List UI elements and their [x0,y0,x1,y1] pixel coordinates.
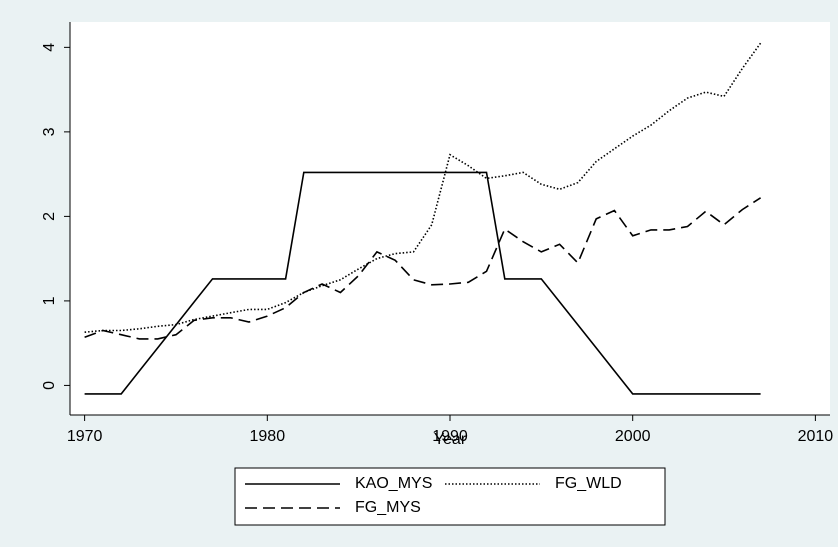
x-tick-label: 1990 [432,428,468,445]
legend-label: FG_WLD [555,475,622,492]
y-tick-label: 0 [41,381,58,390]
line-series [84,171,761,395]
x-tick-label: 1980 [250,428,286,445]
y-tick-label: 3 [41,127,58,136]
x-tick-label: 2000 [615,428,651,445]
line-series [84,42,762,333]
x-tick-label: 1970 [67,428,103,445]
legend [234,467,666,526]
y-tick-label: 2 [41,212,58,221]
plot-area [70,22,830,415]
y-tick-label: 1 [41,296,58,305]
x-tick-label: 2010 [798,428,834,445]
legend-label: FG_MYS [355,499,421,516]
line-series [84,197,762,340]
y-tick-label: 4 [41,43,58,52]
legend-label: KAO_MYS [355,475,432,492]
x-axis-label: Year [434,431,467,448]
